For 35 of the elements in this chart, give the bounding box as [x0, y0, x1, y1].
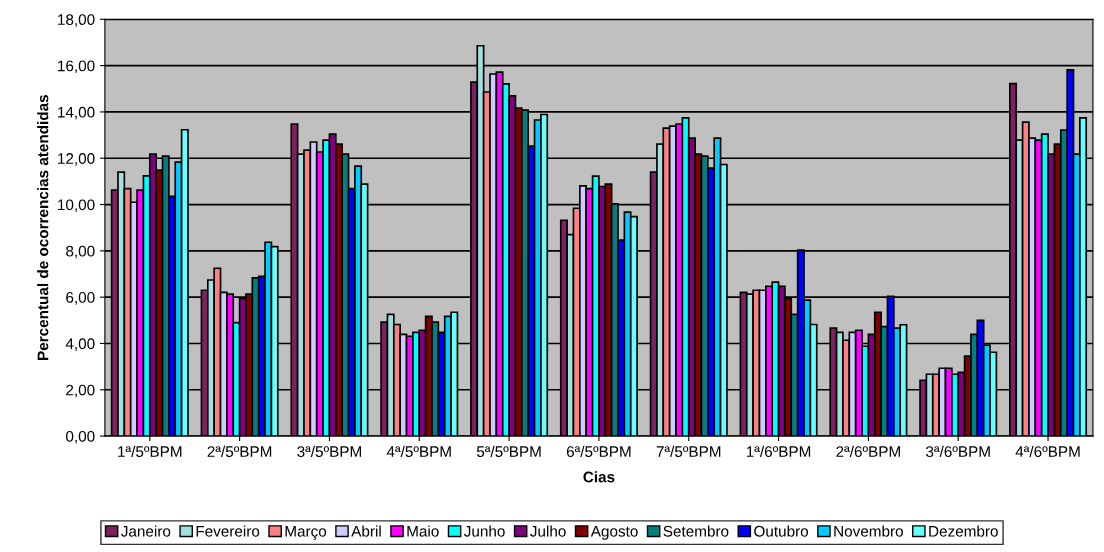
- x-tick-label: 7ª/5ºBPM: [656, 445, 721, 458]
- x-tick-label: 6ª/5ºBPM: [566, 445, 631, 458]
- y-tick-label: 8,00: [66, 245, 95, 259]
- y-tick-label: 4,00: [65, 338, 95, 351]
- y-tick-label: 14,00: [58, 106, 95, 120]
- y-tick-label: 12,00: [58, 153, 95, 166]
- legend-label: Setembro: [663, 525, 729, 537]
- x-tick-label: 2ª/6ºBPM: [836, 445, 900, 458]
- y-tick-label: 10,00: [58, 199, 95, 213]
- x-tick-label: 5ª/5ºBPM: [476, 445, 541, 458]
- legend-label: Fevereiro: [196, 525, 260, 537]
- legend-label: Abril: [351, 525, 381, 537]
- x-tick-label: 4ª/6ºBPM: [1015, 445, 1080, 458]
- y-tick-label: 0,00: [66, 430, 95, 444]
- x-tick-label: 1ª/6ºBPM: [746, 445, 811, 458]
- legend-label: Agosto: [590, 526, 638, 540]
- x-tick-label: 3ª/5ºBPM: [297, 445, 361, 458]
- legend-label: Julho: [530, 525, 566, 537]
- legend-label: Novembro: [834, 525, 903, 537]
- x-axis-title: Cias: [583, 471, 615, 483]
- x-tick-label: 3ª/6ºBPM: [926, 445, 990, 458]
- legend-label: Janeiro: [121, 525, 171, 537]
- legend-label: Maio: [407, 525, 439, 537]
- legend-label: Março: [285, 526, 327, 540]
- legend-label: Outubro: [754, 525, 809, 537]
- x-tick-label: 1ª/5ºBPM: [118, 445, 182, 458]
- y-tick-label: 6,00: [66, 292, 95, 305]
- y-tick-label: 16,00: [58, 60, 95, 74]
- y-axis-title: Percentual de ocorrencias atendidas: [37, 95, 49, 360]
- x-tick-label: 2ª/5ºBPM: [207, 445, 272, 458]
- legend-label: Junho: [463, 525, 505, 537]
- legend-label: Dezembro: [929, 525, 998, 537]
- y-tick-label: 2,00: [66, 384, 95, 398]
- y-tick-label: 18,00: [58, 14, 95, 27]
- x-tick-label: 4ª/5ºBPM: [386, 445, 451, 458]
